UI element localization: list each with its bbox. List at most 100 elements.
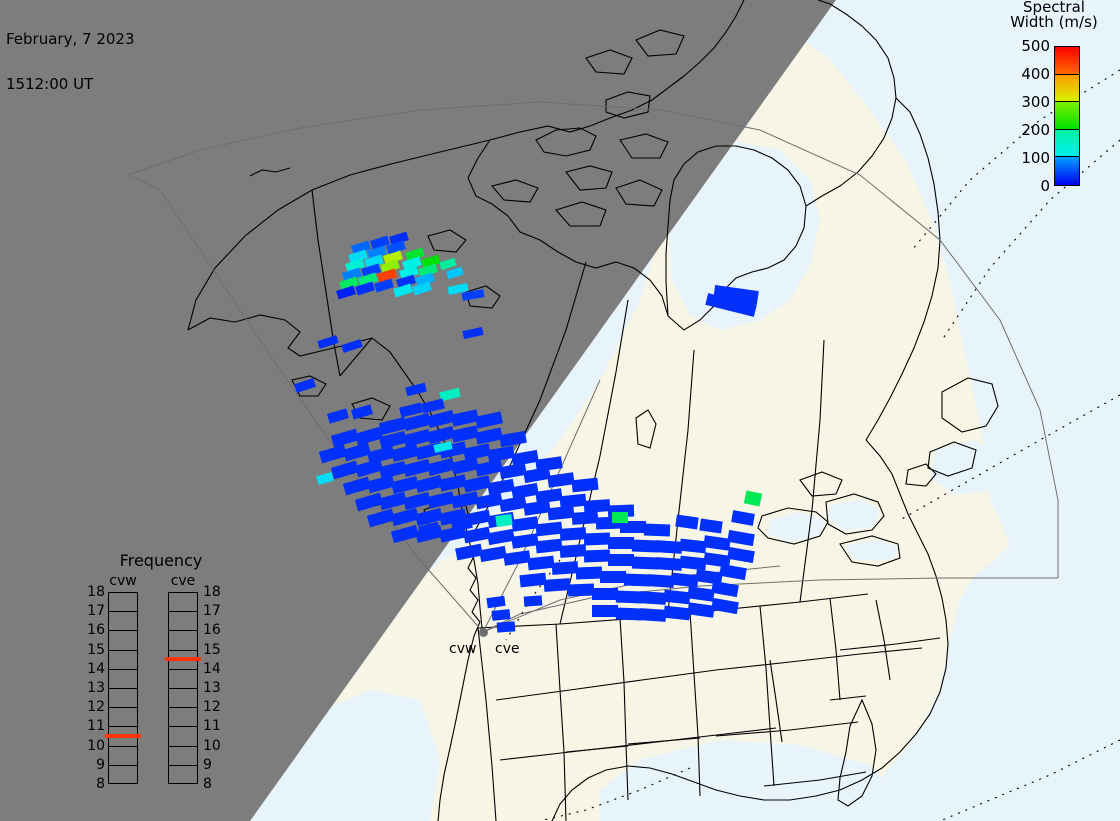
frequency-column-header-cve: cve [170,573,196,589]
radar-cell [687,586,715,602]
radar-cell [663,605,691,621]
colorbar-segment-4 [1055,157,1079,185]
frequency-label-right-14: 14 [203,660,221,677]
radar-cell [511,482,539,500]
radar-cell [620,521,646,533]
radar-cell [523,500,551,516]
radar-cell [342,476,372,496]
radar-cell [358,272,378,287]
radar-cell [643,523,671,537]
frequency-label-left-12: 12 [87,699,105,716]
radar-site-dot [479,628,488,637]
radar-cell [421,398,445,414]
radar-cell [615,590,643,604]
radar-cell [354,426,384,446]
radar-cell [399,402,423,418]
radar-cell [543,578,571,592]
frequency-column-header-cvw: cvw [109,573,137,589]
radar-cell [731,510,755,526]
radar-cell [487,528,515,546]
radar-cell [547,505,575,521]
radar-cell [414,475,444,493]
frequency-label-left-13: 13 [87,680,105,696]
radar-cell [451,457,479,475]
radar-cell [559,544,587,558]
radar-cell [393,283,413,298]
radar-cell [378,417,408,435]
frequency-scale-cve [168,592,198,784]
radar-cell [463,475,491,493]
radar-cell [294,378,316,393]
radar-cell [575,566,603,580]
radar-cell [351,240,371,255]
radar-cell [608,554,634,566]
frequency-cell-cvw-6 [109,708,137,728]
time-label: 1512:00 UT [6,75,94,93]
frequency-label-right-16: 16 [203,622,221,639]
radar-cell [383,250,403,265]
radar-cell [571,511,599,525]
radar-cell [426,410,456,428]
radar-cell [316,471,334,486]
radar-cell [615,607,643,621]
radar-cell [451,491,479,509]
colorbar-tick-300: 300 [1021,93,1050,111]
frequency-cell-cve-2 [169,631,197,651]
radar-cell [351,404,373,420]
radar-cell [475,492,503,510]
radar-cell [378,431,408,449]
radar-cell [433,441,453,453]
radar-cell [336,285,356,300]
frequency-label-left-16: 16 [87,622,105,639]
radar-cell [600,571,626,583]
radar-cell [414,508,444,526]
colorbar-segment-1 [1055,74,1079,103]
radar-cell [503,550,531,566]
radar-cell [418,263,438,278]
radar-cell [439,474,467,492]
radar-cell [519,572,547,588]
radar-cell [447,283,469,295]
radar-cell [511,533,539,549]
radar-cell [330,428,360,448]
frequency-cell-cvw-5 [109,689,137,709]
radar-cell [663,589,691,605]
frequency-cell-cvw-1 [109,612,137,632]
radar-cell [377,268,397,283]
radar-cell [655,540,683,554]
radar-cell [671,572,699,588]
colorbar-tick-200: 200 [1021,121,1050,139]
radar-cell [402,459,432,477]
radar-cell [475,411,503,429]
radar-cell [499,495,527,513]
radar-cell [367,245,387,260]
frequency-label-left-15: 15 [87,641,105,658]
radar-cell [463,526,491,544]
radar-cell [390,524,420,544]
radar-cell [426,458,456,476]
radar-cell [386,240,406,255]
radar-cell [705,293,757,317]
radar-cell [487,445,515,463]
radar-cell [317,335,339,349]
frequency-legend-title: Frequency [119,551,203,570]
radar-backscatter-cells [294,231,763,633]
colorbar-gradient [1054,46,1080,186]
radar-cell [647,574,675,588]
radar-cell [426,426,456,444]
frequency-label-right-9: 9 [203,756,212,773]
radar-cell [341,339,363,353]
radar-cell [535,456,563,472]
frequency-label-left-14: 14 [87,660,105,677]
radar-cell [612,512,628,523]
frequency-legend: Frequency cvw cve 18 17 16 15 14 13 12 11 10 9 8 1… [85,551,237,791]
frequency-cell-cvw-4 [109,670,137,689]
colorbar-tick-0: 0 [1040,177,1050,195]
radar-cell [389,231,409,246]
radar-cell [402,256,422,271]
radar-cell [439,257,457,271]
colorbar-tick-100: 100 [1021,149,1050,167]
frequency-label-right-12: 12 [203,699,221,716]
radar-cell [571,477,599,493]
radar-cell [348,249,368,264]
